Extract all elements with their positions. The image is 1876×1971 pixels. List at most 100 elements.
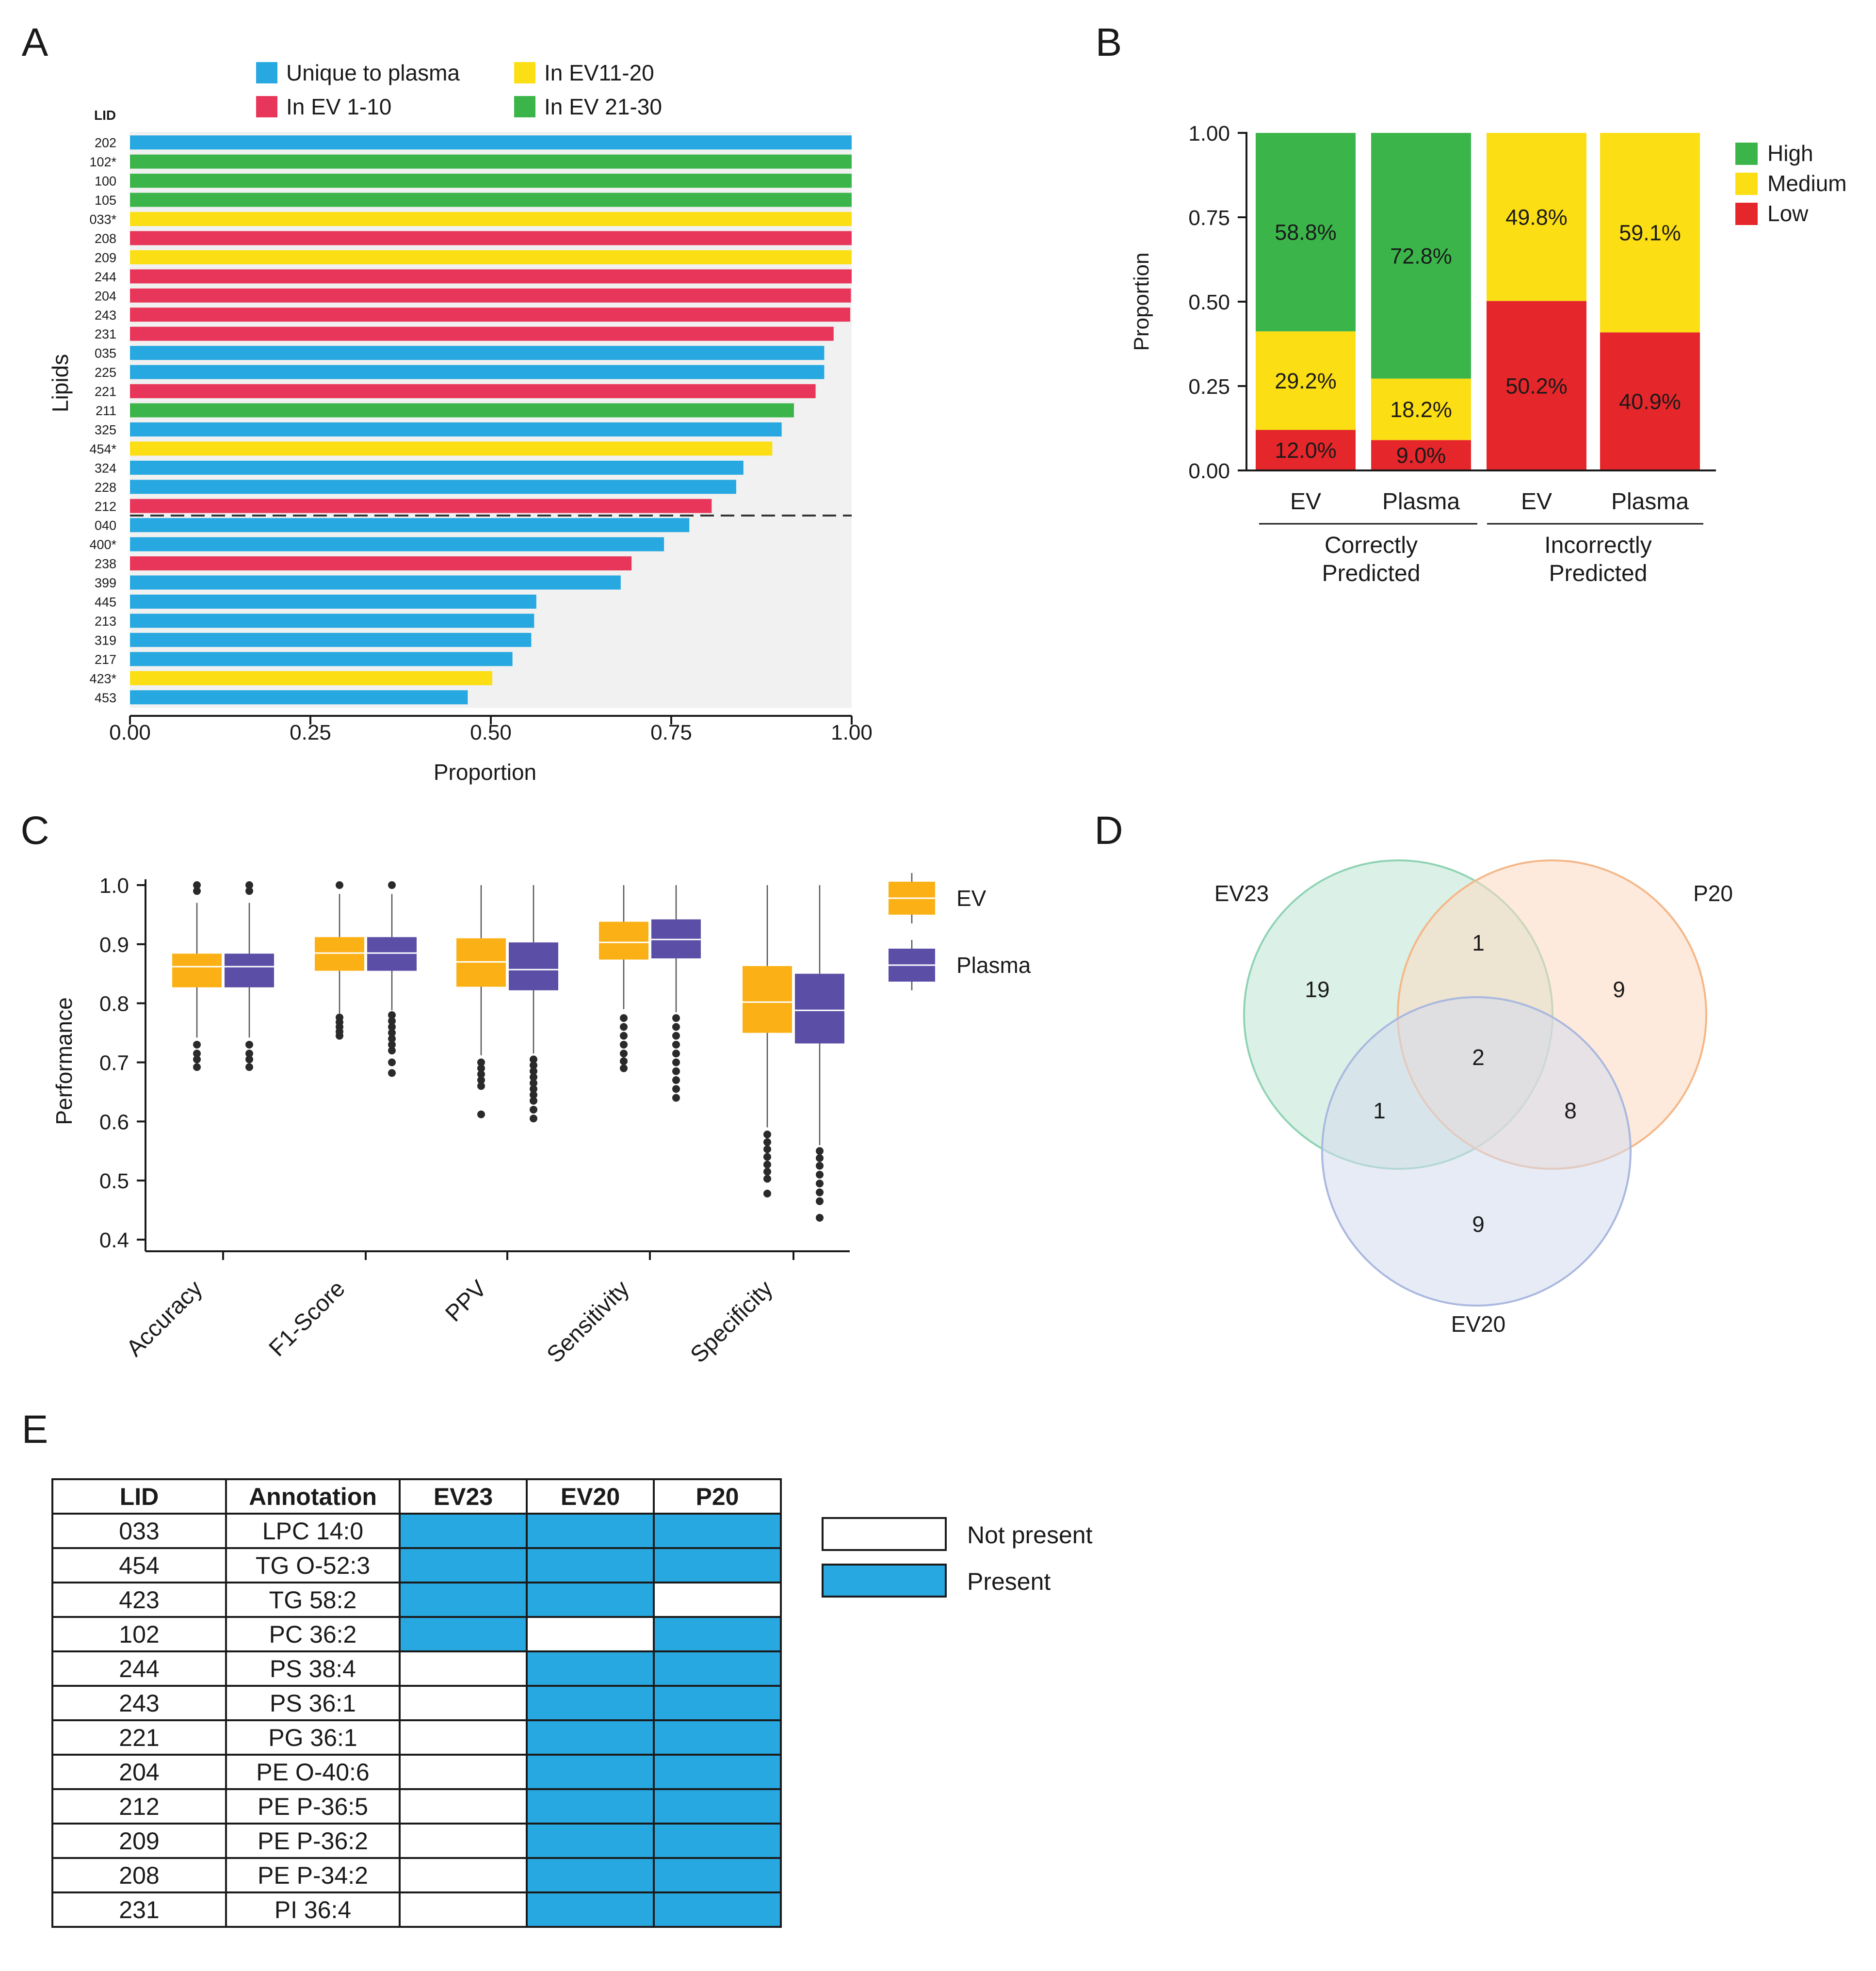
- outlier-plasma-ppv-6: [530, 1085, 537, 1093]
- panel-label-e: E: [22, 1407, 49, 1452]
- lid-label-454-star: 454*: [89, 442, 116, 456]
- lid-label-400-star: 400*: [89, 537, 116, 552]
- stack-medium-bar-4: [1600, 133, 1700, 333]
- outlier-ev-accuracy-5: [193, 1055, 201, 1064]
- bar-lipid-211: [130, 403, 794, 418]
- panel-a-x-tick-label: 0.25: [290, 721, 331, 744]
- cell-p20-present: [653, 1650, 782, 1687]
- cell-p20-not-present: [653, 1582, 782, 1618]
- legend-swatch-ev21: [514, 96, 535, 117]
- table-body: 033 LPC 14:0 454 TG O-52:3 423 TG 58:2 102 PC 3…: [51, 1513, 782, 1928]
- table-row: 244 PS 38:4: [51, 1650, 782, 1687]
- venn-count-ev23-only: 19: [1305, 977, 1329, 1002]
- box-plasma-f1-score: [367, 937, 417, 971]
- outlier-plasma-accuracy-1: [245, 881, 253, 889]
- cell-p20-present: [653, 1823, 782, 1859]
- outlier-plasma-specificity-4: [816, 1170, 824, 1179]
- panel-b-category-1: EV: [1290, 489, 1321, 515]
- stack-low-bar-2: [1371, 440, 1471, 470]
- bar-lipid-423-star: [130, 671, 492, 685]
- outlier-ev-ppv-5: [477, 1082, 485, 1090]
- panel-label-c: C: [20, 808, 49, 853]
- outlier-ev-specificity-6: [763, 1167, 771, 1176]
- outlier-ev-sensitivity-4: [620, 1040, 628, 1049]
- panel-c-y-tick-label: 0.5: [99, 1169, 129, 1193]
- lid-label-325: 325: [95, 422, 116, 437]
- cell-annotation: PG 36:1: [225, 1719, 401, 1756]
- outlier-plasma-sensitivity-9: [672, 1085, 680, 1093]
- bar-lipid-212: [130, 499, 712, 513]
- outlier-plasma-accuracy-3: [245, 1040, 253, 1049]
- cell-lid: 454: [51, 1547, 227, 1583]
- cell-ev20-not-present: [526, 1616, 655, 1652]
- outlier-ev-specificity-5: [763, 1161, 771, 1169]
- outlier-plasma-accuracy-4: [245, 1050, 253, 1058]
- panel-b-y-tick-label: 0.75: [1188, 206, 1230, 230]
- cell-p20-present: [653, 1857, 782, 1893]
- cell-ev20-present: [526, 1582, 655, 1618]
- legend-label-ev11: In EV11-20: [544, 60, 654, 85]
- outlier-plasma-f1-score-2: [388, 1011, 396, 1019]
- outlier-plasma-f1-score-9: [388, 1058, 396, 1066]
- outlier-plasma-sensitivity-8: [672, 1076, 680, 1084]
- venn-count-p20-ev20: 8: [1564, 1098, 1577, 1123]
- legend-swatch-high: [1735, 143, 1758, 165]
- outlier-ev-specificity-8: [763, 1189, 771, 1197]
- panel-c-y-tick-label: 0.4: [99, 1228, 129, 1252]
- lid-label-244: 244: [95, 270, 116, 284]
- venn-count-ev23-p20: 1: [1472, 930, 1485, 955]
- table-row: 212 PE P-36:5: [51, 1788, 782, 1825]
- bar-lipid-208: [130, 231, 852, 245]
- table-header-ev20: EV20: [526, 1478, 655, 1515]
- outlier-ev-sensitivity-7: [620, 1064, 628, 1072]
- outlier-plasma-sensitivity-3: [672, 1032, 680, 1040]
- cell-annotation: TG O-52:3: [225, 1547, 401, 1583]
- lid-label-213: 213: [95, 614, 116, 629]
- bar-lipid-221: [130, 384, 816, 399]
- outlier-plasma-f1-score-6: [388, 1034, 396, 1043]
- lid-label-231: 231: [95, 327, 116, 341]
- box-plasma-ppv: [509, 942, 558, 990]
- lid-label-208: 208: [95, 231, 116, 246]
- panel-a-x-tick-label: 0.00: [109, 721, 151, 744]
- panel-c-category-label-ppv: PPV: [440, 1276, 491, 1326]
- outlier-ev-sensitivity-6: [620, 1057, 628, 1066]
- bar-lipid-040: [130, 518, 690, 533]
- cell-ev20-present: [526, 1547, 655, 1583]
- bar-lipid-325: [130, 422, 782, 436]
- outlier-plasma-sensitivity-4: [672, 1040, 680, 1049]
- legend-label-present: Present: [967, 1568, 1051, 1595]
- cell-ev23-not-present: [399, 1685, 528, 1721]
- outlier-plasma-specificity-6: [816, 1188, 824, 1196]
- legend-label-ev1: In EV 1-10: [286, 94, 391, 119]
- bar-lipid-324: [130, 460, 744, 475]
- stack-label-medium-2: 18.2%: [1390, 397, 1452, 422]
- legend-swatch-ev1: [256, 96, 277, 117]
- cell-p20-present: [653, 1547, 782, 1583]
- cell-lid: 204: [51, 1754, 227, 1790]
- stack-label-medium-3: 49.8%: [1505, 205, 1568, 229]
- cell-lid: 221: [51, 1719, 227, 1756]
- bar-lipid-319: [130, 632, 532, 647]
- cell-lid: 423: [51, 1582, 227, 1618]
- cell-ev20-present: [526, 1685, 655, 1721]
- lid-label-228: 228: [95, 480, 116, 495]
- panel-a-x-axis-title: Proportion: [434, 759, 536, 785]
- outlier-plasma-sensitivity-10: [672, 1094, 680, 1102]
- cell-ev20-present: [526, 1857, 655, 1893]
- cell-annotation: PC 36:2: [225, 1616, 401, 1652]
- outlier-plasma-specificity-7: [816, 1197, 824, 1205]
- bar-lipid-217: [130, 652, 513, 666]
- outlier-ev-f1-score-6: [336, 1032, 343, 1040]
- bar-lipid-445: [130, 595, 536, 609]
- cell-ev23-not-present: [399, 1823, 528, 1859]
- outlier-plasma-f1-score-5: [388, 1029, 396, 1037]
- cell-ev23-not-present: [399, 1788, 528, 1825]
- lid-label-209: 209: [95, 250, 116, 265]
- legend-swatch-not-present: [822, 1517, 947, 1551]
- cell-lid: 231: [51, 1891, 227, 1928]
- bar-lipid-453: [130, 690, 468, 705]
- legend-label-high: High: [1767, 141, 1813, 166]
- panel-c-category-label-specificity: Specificity: [686, 1276, 778, 1368]
- cell-lid: 243: [51, 1685, 227, 1721]
